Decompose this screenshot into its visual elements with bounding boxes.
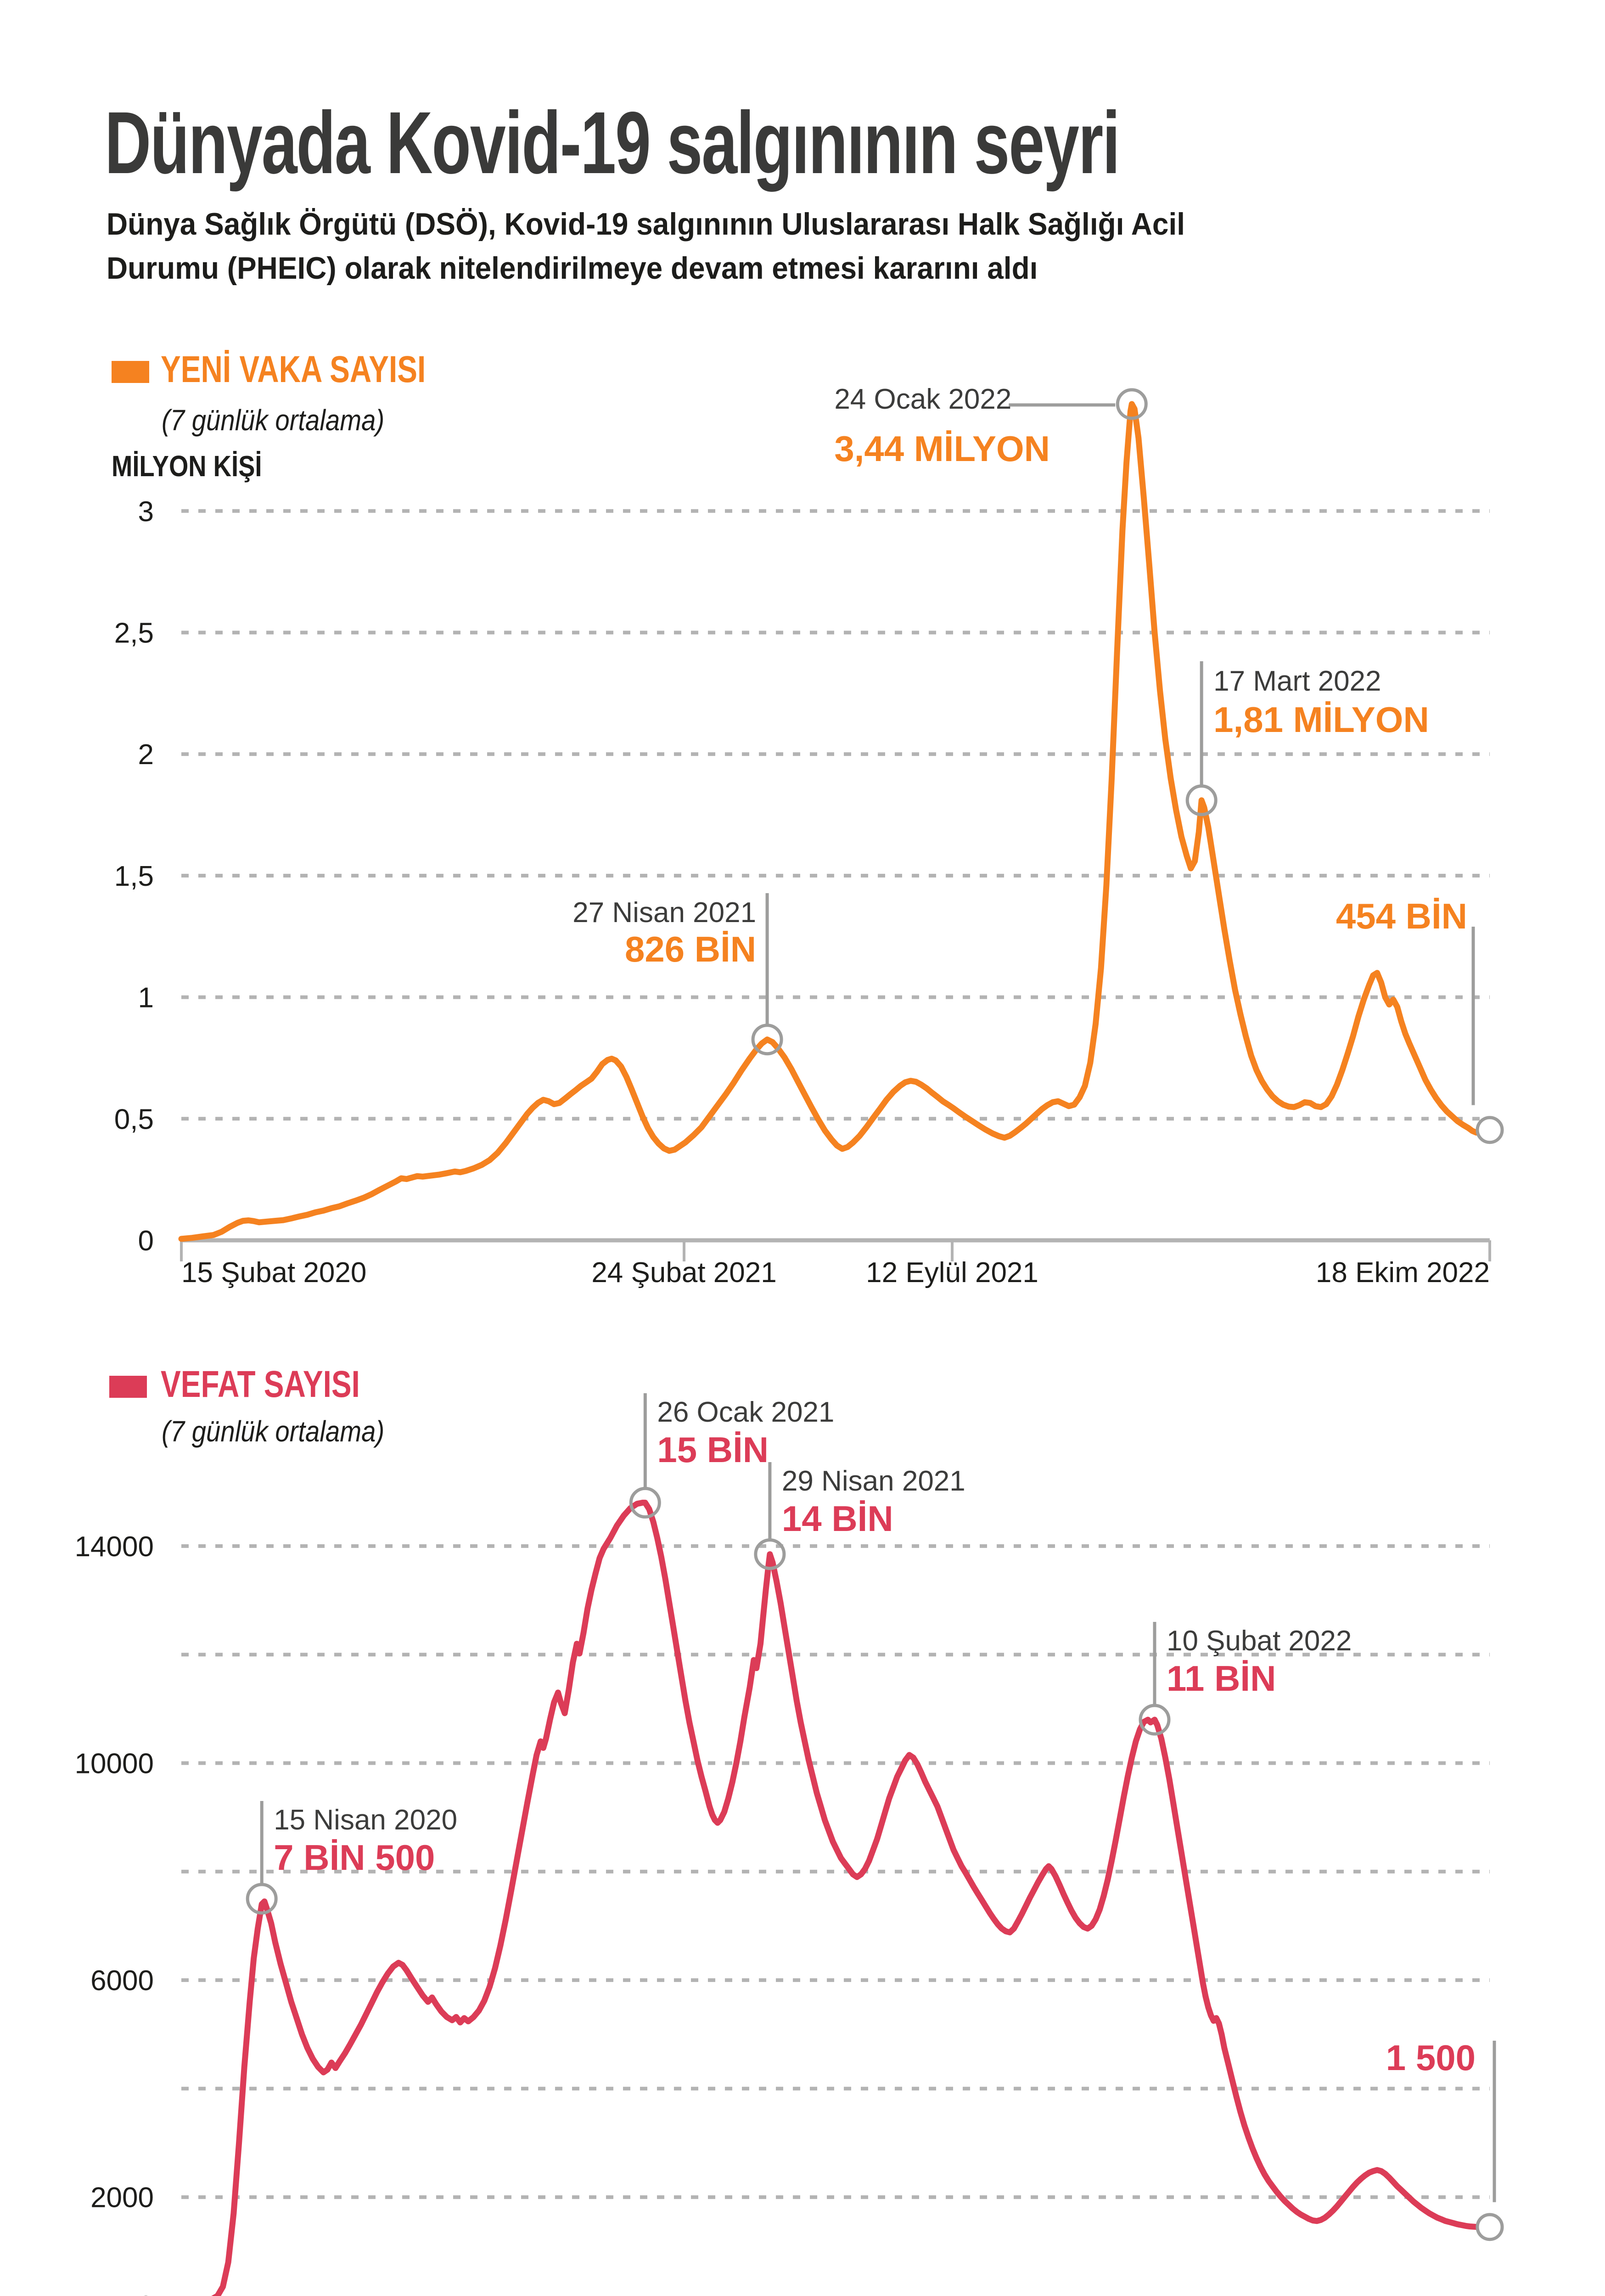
y-axis-label: 1,5 [114, 861, 154, 892]
deaths-legend-sub: (7 günlük ortalama) [162, 1414, 415, 1448]
cases-legend-label-text: YENİ VAKA SAYISI [161, 349, 426, 390]
annotation-value: 1 500 [1386, 2037, 1476, 2078]
deaths-legend-swatch [109, 1376, 147, 1398]
cases-legend-sub: (7 günlük ortalama) [162, 403, 415, 437]
x-axis-label: 24 Şubat 2021 [591, 1257, 776, 1289]
annotation-marker-circle [754, 1538, 786, 1570]
annotation-date: 29 Nisan 2021 [781, 1465, 965, 1497]
annotation-date: 17 Mart 2022 [1213, 665, 1381, 697]
annotation-value: 15 BİN [657, 1429, 769, 1470]
cases-legend-label: YENİ VAKA SAYISI [161, 348, 492, 391]
annotation-date: 24 Ocak 2022 [834, 383, 1012, 415]
annotation-value: 826 BİN [624, 929, 757, 969]
x-axis-label: 12 Eylül 2021 [866, 1257, 1038, 1289]
cases-unit-label: MİLYON KİŞİ [112, 449, 288, 483]
page-title: Dünyada Kovid-19 salgınının seyri [105, 92, 1494, 193]
annotation-value: 1,81 MİLYON [1213, 699, 1429, 740]
deaths-line [211, 1499, 1493, 2296]
y-axis-label: 0 [138, 2290, 154, 2296]
annotation-marker-circle [1476, 1116, 1504, 1144]
annotation-value: 3,44 MİLYON [834, 428, 1050, 469]
deaths-legend-label: VEFAT SAYISI [161, 1363, 410, 1406]
y-axis-label: 0 [138, 1225, 154, 1257]
annotation-marker-circle [1116, 388, 1148, 420]
y-axis-label: 2,5 [114, 618, 154, 649]
x-axis-label: 15 Şubat 2020 [181, 1257, 366, 1289]
subtitle-line-2: Durumu (PHEIC) olarak nitelendirilmeye d… [107, 251, 1038, 286]
annotation-marker-circle [629, 1486, 661, 1519]
y-axis-label: 14000 [75, 1531, 154, 1563]
annotation-date: 26 Ocak 2021 [657, 1396, 835, 1428]
deaths-legend-sub-text: (7 günlük ortalama) [162, 1415, 385, 1448]
subtitle-line-1: Dünya Sağlık Örgütü (DSÖ), Kovid-19 salg… [107, 207, 1185, 242]
annotation-marker-circle [246, 1883, 278, 1915]
x-axis-label: 18 Ekim 2022 [1316, 1257, 1490, 1289]
annotation-marker-circle [1139, 1704, 1171, 1736]
page-title-text: Dünyada Kovid-19 salgınının seyri [105, 93, 1120, 192]
annotation-date: 10 Şubat 2022 [1166, 1625, 1352, 1657]
annotation-value: 11 BİN [1166, 1658, 1276, 1699]
y-axis-label: 1 [138, 982, 154, 1014]
cases-line [178, 401, 1493, 1242]
annotation-date: 15 Nisan 2020 [274, 1804, 458, 1836]
y-axis-label: 6000 [90, 1965, 154, 1997]
y-axis-label: 10000 [75, 1748, 154, 1780]
y-axis-label: 3 [138, 496, 154, 528]
y-axis-label: 2 [138, 739, 154, 771]
annotation-marker-circle [751, 1024, 783, 1056]
page-subtitle: Dünya Sağlık Örgütü (DSÖ), Kovid-19 salg… [107, 202, 1254, 290]
cases-unit-label-text: MİLYON KİŞİ [112, 450, 262, 483]
y-axis-label: 0,5 [114, 1103, 154, 1135]
annotation-value: 7 BİN 500 [274, 1837, 435, 1878]
annotation-value: 454 BİN [1336, 896, 1467, 936]
y-axis-label: 2000 [90, 2182, 154, 2214]
annotation-value: 14 BİN [781, 1498, 893, 1539]
annotation-marker-circle [1476, 2213, 1504, 2241]
deaths-legend-label-text: VEFAT SAYISI [161, 1363, 360, 1405]
cases-legend-swatch [112, 361, 149, 383]
cases-legend-sub-text: (7 günlük ortalama) [162, 404, 385, 437]
annotation-marker-circle [1185, 784, 1218, 816]
annotation-date: 27 Nisan 2021 [572, 897, 757, 929]
